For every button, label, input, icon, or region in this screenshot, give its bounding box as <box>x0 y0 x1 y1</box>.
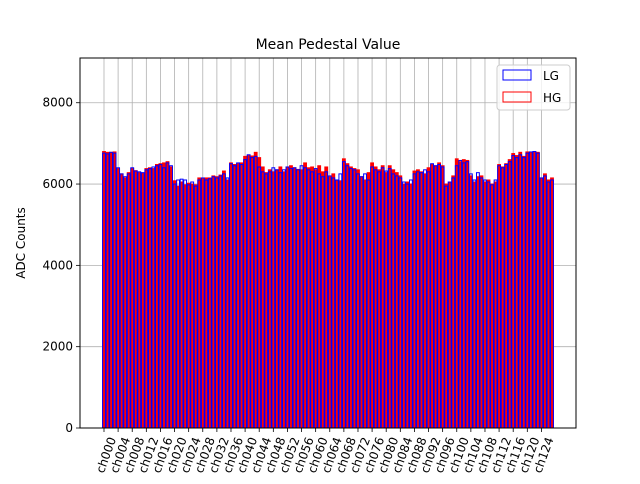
legend-label-hg: HG <box>543 91 561 105</box>
legend-swatch-lg <box>502 69 532 81</box>
plot-frame <box>79 57 577 429</box>
y-tick-label: 8000 <box>42 96 73 110</box>
y-tick-label: 6000 <box>42 177 73 191</box>
legend-label-lg: LG <box>543 69 559 83</box>
legend: LG HG <box>496 64 571 111</box>
y-axis-ticks: 0 2000 4000 6000 8000 <box>42 96 80 435</box>
chart-title: Mean Pedestal Value <box>256 37 401 53</box>
legend-box <box>496 64 571 111</box>
x-axis-ticks: ch000ch004ch008ch012ch016ch020ch024ch028… <box>93 428 557 475</box>
y-tick-label: 2000 <box>42 340 73 354</box>
y-tick-label: 0 <box>65 421 73 435</box>
y-tick-label: 4000 <box>42 258 73 272</box>
legend-swatch-hg <box>502 91 532 103</box>
y-axis-label: ADC Counts <box>14 207 28 279</box>
